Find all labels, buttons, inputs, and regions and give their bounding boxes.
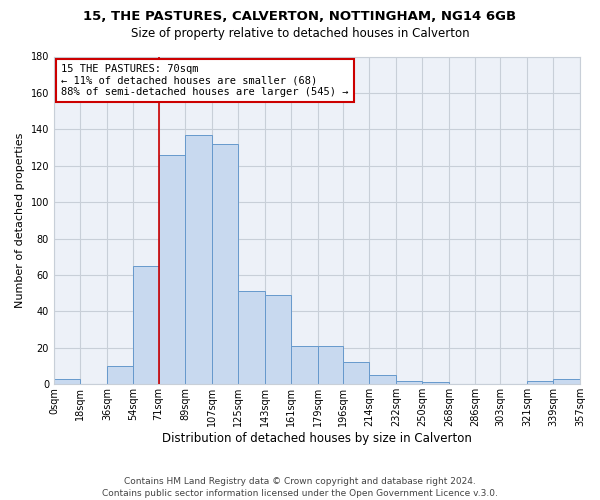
Bar	[107, 366, 133, 384]
Y-axis label: Number of detached properties: Number of detached properties	[15, 132, 25, 308]
Bar	[317, 346, 343, 385]
X-axis label: Distribution of detached houses by size in Calverton: Distribution of detached houses by size …	[162, 432, 472, 445]
Bar	[396, 380, 422, 384]
Bar	[291, 346, 317, 385]
Bar	[185, 135, 212, 384]
Text: Size of property relative to detached houses in Calverton: Size of property relative to detached ho…	[131, 28, 469, 40]
Bar	[133, 266, 158, 384]
Text: Contains HM Land Registry data © Crown copyright and database right 2024.
Contai: Contains HM Land Registry data © Crown c…	[102, 476, 498, 498]
Bar	[527, 380, 553, 384]
Bar	[265, 295, 291, 384]
Text: 15 THE PASTURES: 70sqm
← 11% of detached houses are smaller (68)
88% of semi-det: 15 THE PASTURES: 70sqm ← 11% of detached…	[61, 64, 349, 97]
Bar	[212, 144, 238, 384]
Bar	[422, 382, 449, 384]
Bar	[343, 362, 369, 384]
Bar	[369, 375, 396, 384]
Bar	[54, 379, 80, 384]
Bar	[158, 155, 185, 384]
Bar	[553, 379, 580, 384]
Bar	[238, 292, 265, 384]
Text: 15, THE PASTURES, CALVERTON, NOTTINGHAM, NG14 6GB: 15, THE PASTURES, CALVERTON, NOTTINGHAM,…	[83, 10, 517, 23]
